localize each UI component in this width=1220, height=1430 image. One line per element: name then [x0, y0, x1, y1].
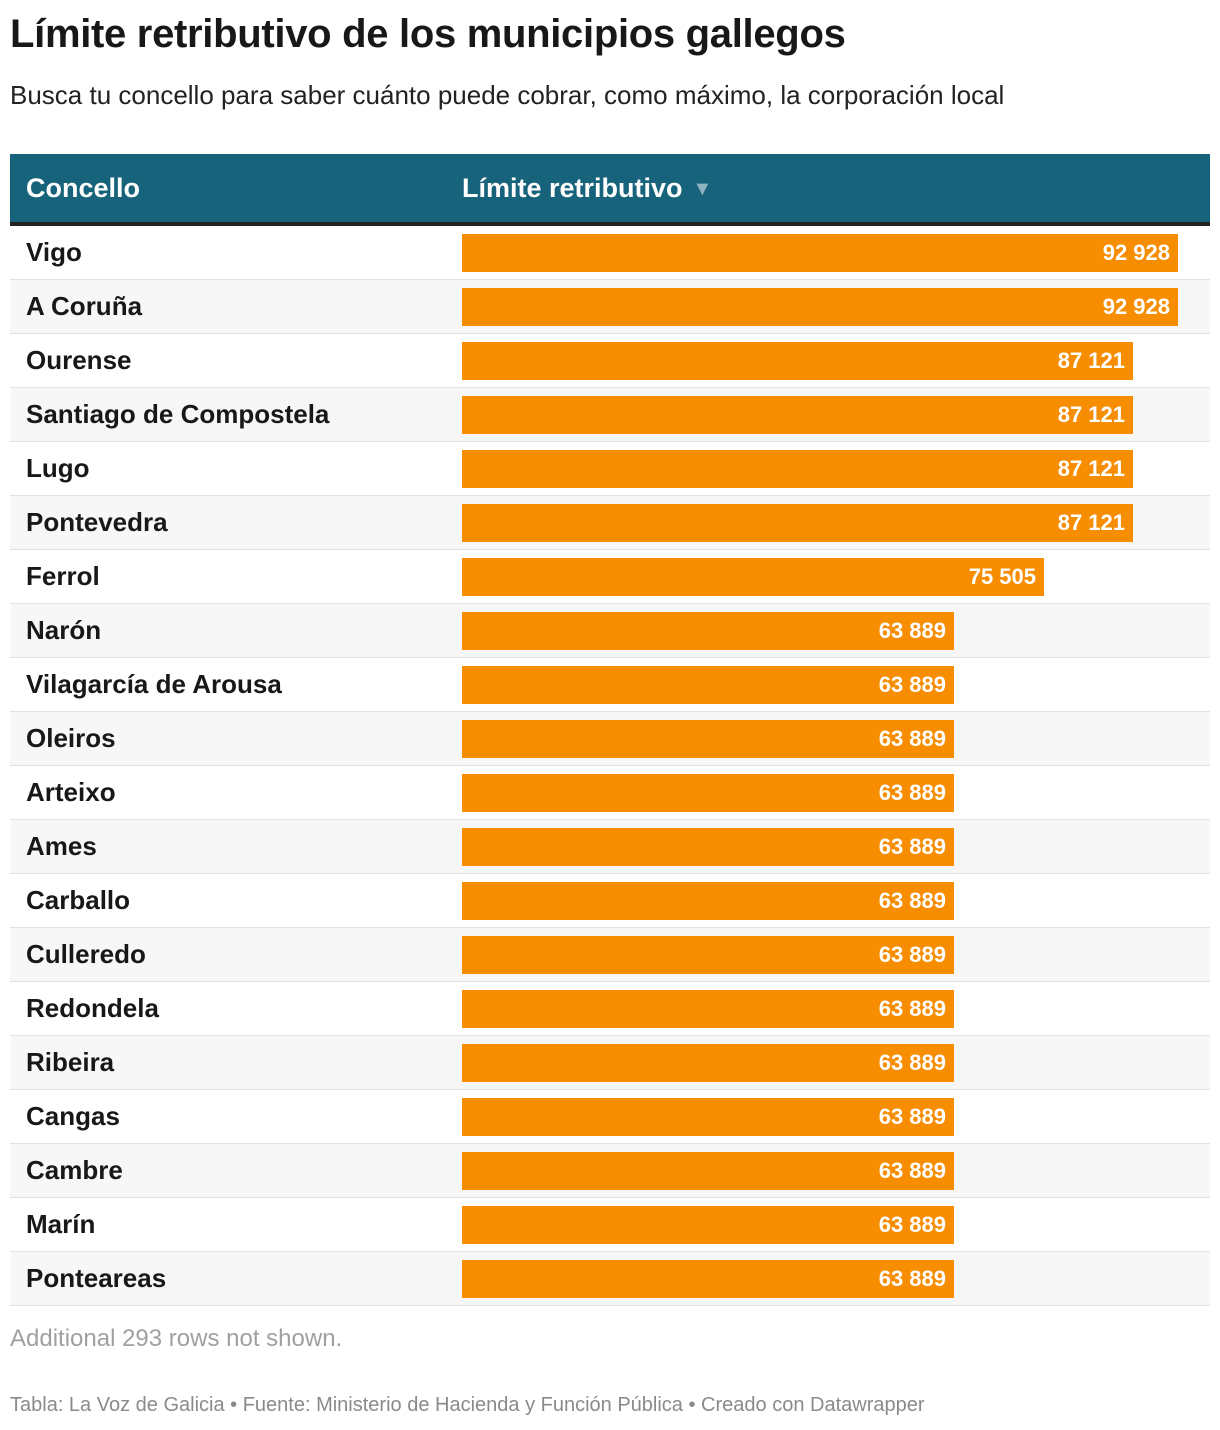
table-row: Lugo 87 121 [10, 442, 1210, 496]
table-row: Arteixo 63 889 [10, 766, 1210, 820]
table-row: Ferrol 75 505 [10, 550, 1210, 604]
value-label: 63 889 [878, 1212, 946, 1237]
value-bar: 92 928 [462, 234, 1178, 272]
concello-name: Ourense [26, 345, 132, 375]
value-label: 63 889 [878, 1050, 946, 1075]
value-label: 63 889 [878, 726, 946, 751]
value-label: 63 889 [878, 1266, 946, 1291]
table-row: Redondela 63 889 [10, 982, 1210, 1036]
concello-name: Cangas [26, 1101, 120, 1131]
concello-name: Vilagarcía de Arousa [26, 669, 282, 699]
table-body: Vigo 92 928 A Coruña 92 928 Ourense 87 121 San… [10, 226, 1210, 1306]
table-row: Oleiros 63 889 [10, 712, 1210, 766]
column-header-limite[interactable]: Límite retributivo ▼ [462, 154, 712, 222]
value-label: 87 121 [1057, 348, 1125, 373]
value-bar: 63 889 [462, 666, 954, 704]
table-row: Ribeira 63 889 [10, 1036, 1210, 1090]
concello-name: Carballo [26, 885, 131, 915]
value-label: 87 121 [1057, 510, 1125, 535]
table-row: Vilagarcía de Arousa 63 889 [10, 658, 1210, 712]
table-row: Culleredo 63 889 [10, 928, 1210, 982]
table-row: Ponteareas 63 889 [10, 1252, 1210, 1306]
value-bar: 63 889 [462, 882, 954, 920]
concello-name: Lugo [26, 453, 90, 483]
value-bar: 63 889 [462, 1098, 954, 1136]
concello-name: Ferrol [26, 561, 100, 591]
value-bar: 63 889 [462, 936, 954, 974]
value-bar: 63 889 [462, 1260, 954, 1298]
concello-name: Oleiros [26, 723, 116, 753]
value-bar: 63 889 [462, 1044, 954, 1082]
concello-name: Redondela [26, 993, 159, 1023]
value-label: 63 889 [878, 942, 946, 967]
value-label: 63 889 [878, 780, 946, 805]
table-row: Marín 63 889 [10, 1198, 1210, 1252]
table-row: Ames 63 889 [10, 820, 1210, 874]
concello-name: Ribeira [26, 1047, 115, 1077]
concello-name: Narón [26, 615, 102, 645]
data-table: Concello Límite retributivo ▼ Vigo 92 928 A… [10, 154, 1210, 1306]
value-bar: 87 121 [462, 450, 1133, 488]
column-header-concello-label: Concello [26, 173, 141, 203]
value-bar: 63 889 [462, 720, 954, 758]
value-bar: 87 121 [462, 342, 1133, 380]
concello-name: Culleredo [26, 939, 146, 969]
value-bar: 75 505 [462, 558, 1044, 596]
value-label: 75 505 [968, 564, 1036, 589]
concello-name: Vigo [26, 237, 82, 267]
value-label: 63 889 [878, 834, 946, 859]
table-row: Ourense 87 121 [10, 334, 1210, 388]
concello-name: Arteixo [26, 777, 116, 807]
value-bar: 63 889 [462, 1206, 954, 1244]
value-bar: 63 889 [462, 990, 954, 1028]
value-label: 63 889 [878, 672, 946, 697]
value-label: 87 121 [1057, 402, 1125, 427]
chart-footer: Tabla: La Voz de Galicia • Fuente: Minis… [10, 1394, 925, 1416]
table-row: Narón 63 889 [10, 604, 1210, 658]
concello-name: Marín [26, 1209, 96, 1239]
value-bar: 87 121 [462, 396, 1133, 434]
table-row: Pontevedra 87 121 [10, 496, 1210, 550]
concello-name: Pontevedra [26, 507, 168, 537]
value-bar: 63 889 [462, 774, 954, 812]
table-row: Carballo 63 889 [10, 874, 1210, 928]
table-header: Concello Límite retributivo ▼ [10, 154, 1210, 226]
table-row: Cambre 63 889 [10, 1144, 1210, 1198]
value-label: 92 928 [1102, 294, 1170, 319]
value-bar: 63 889 [462, 828, 954, 866]
concello-name: Santiago de Compostela [26, 399, 330, 429]
value-label: 92 928 [1102, 240, 1170, 265]
column-header-concello[interactable]: Concello [26, 154, 140, 222]
concello-name: Cambre [26, 1155, 123, 1185]
value-label: 87 121 [1057, 456, 1125, 481]
value-bar: 87 121 [462, 504, 1133, 542]
table-row: Cangas 63 889 [10, 1090, 1210, 1144]
table-row: Santiago de Compostela 87 121 [10, 388, 1210, 442]
sort-descending-icon[interactable]: ▼ [692, 178, 713, 200]
column-header-limite-label: Límite retributivo [462, 173, 683, 203]
value-label: 63 889 [878, 618, 946, 643]
chart-subtitle: Busca tu concello para saber cuánto pued… [10, 80, 1005, 110]
concello-name: Ponteareas [26, 1263, 167, 1293]
value-label: 63 889 [878, 888, 946, 913]
concello-name: A Coruña [26, 291, 143, 321]
chart-title: Límite retributivo de los municipios gal… [10, 12, 846, 56]
value-label: 63 889 [878, 996, 946, 1021]
table-row: A Coruña 92 928 [10, 280, 1210, 334]
value-bar: 63 889 [462, 1152, 954, 1190]
value-bar: 63 889 [462, 612, 954, 650]
value-label: 63 889 [878, 1158, 946, 1183]
concello-name: Ames [26, 831, 97, 861]
table-row: Vigo 92 928 [10, 226, 1210, 280]
value-bar: 92 928 [462, 288, 1178, 326]
value-label: 63 889 [878, 1104, 946, 1129]
table-notes: Additional 293 rows not shown. [10, 1325, 343, 1352]
